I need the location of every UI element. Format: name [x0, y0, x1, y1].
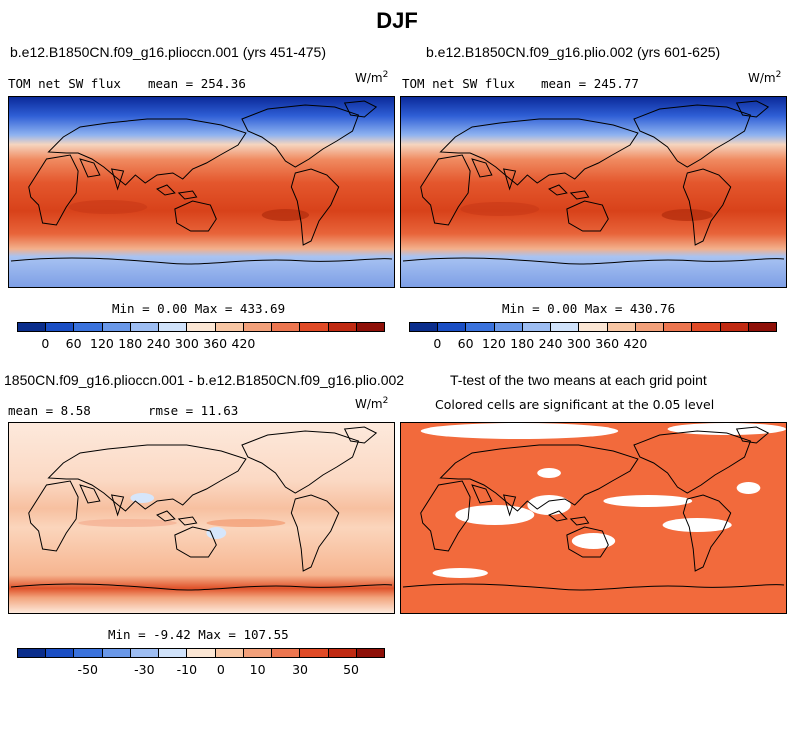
panel2-minmax: Min = 0.00 Max = 430.76 — [502, 301, 676, 316]
colorbar-swatch — [159, 323, 188, 331]
panel3-map — [8, 422, 395, 614]
colorbar-swatch — [356, 323, 385, 331]
colorbar-tick-label: 420 — [623, 336, 648, 351]
colorbar-swatch — [18, 323, 47, 331]
panel2-mean: mean = 245.77 — [541, 76, 639, 91]
colorbar-tick-label: 60 — [65, 336, 82, 351]
colorbar-tick-label: -30 — [134, 662, 155, 677]
colorbar-swatch — [748, 323, 777, 331]
colorbar-swatch — [74, 649, 103, 657]
figure-title: DJF — [376, 8, 418, 33]
colorbar-swatch — [607, 323, 636, 331]
colorbar-tick-label: 180 — [510, 336, 535, 351]
colorbar-tick-label: 240 — [146, 336, 171, 351]
panel3-units: W/m2 — [355, 396, 389, 411]
colorbar-tick-label: 300 — [566, 336, 591, 351]
colorbar-swatch — [635, 323, 665, 331]
panel3-title: 1850CN.f09_g16.plioccn.001 - b.e12.B1850… — [4, 372, 405, 388]
colorbar-tick-label: 0 — [433, 336, 442, 351]
colorbar-tick-label: 360 — [595, 336, 620, 351]
colorbar-swatch — [159, 649, 188, 657]
colorbar-tick-label: -10 — [176, 662, 198, 677]
colorbar-tick-label: 60 — [457, 336, 474, 351]
colorbar-swatch — [74, 323, 103, 331]
colorbar-swatch — [187, 649, 216, 657]
colorbar-tick-label: 10 — [249, 662, 266, 677]
colorbar-swatch — [356, 649, 385, 657]
panel2-variable-label: TOM net SW flux — [402, 76, 515, 91]
colorbar-tick-label: 0 — [41, 336, 50, 351]
colorbar-swatch — [187, 323, 216, 331]
panel4-map — [400, 422, 787, 614]
panel1-title: b.e12.B1850CN.f09_g16.plioccn.001 (yrs 4… — [10, 44, 326, 60]
panel3-mean: mean = 8.58 — [8, 403, 91, 418]
colorbar-swatch — [466, 323, 495, 331]
panel1-units: W/m2 — [355, 70, 389, 85]
colorbar-swatch — [579, 323, 608, 331]
panel2-colorbar — [409, 322, 777, 332]
panel2-units: W/m2 — [748, 70, 782, 85]
colorbar-tick-label: 300 — [174, 336, 199, 351]
panel1-minmax: Min = 0.00 Max = 433.69 — [112, 301, 286, 316]
panel3-rmse: rmse = 11.63 — [148, 403, 239, 418]
colorbar-swatch — [272, 649, 301, 657]
colorbar-tick-label: -50 — [77, 662, 98, 677]
panel1-variable-label: TOM net SW flux — [8, 76, 121, 91]
panel3-colorbar — [17, 648, 385, 658]
colorbar-swatch — [215, 649, 244, 657]
colorbar-tick-label: 0 — [216, 662, 225, 677]
panel4-subtitle: Colored cells are significant at the 0.0… — [435, 397, 715, 412]
colorbar-tick-label: 50 — [343, 662, 359, 677]
panel2-title: b.e12.B1850CN.f09_g16.plio.002 (yrs 601-… — [426, 44, 721, 60]
colorbar-swatch — [102, 649, 131, 657]
colorbar-swatch — [102, 323, 131, 331]
colorbar-swatch — [551, 323, 580, 331]
colorbar-swatch — [300, 323, 329, 331]
colorbar-swatch — [410, 323, 439, 331]
panel4-title: T-test of the two means at each grid poi… — [450, 372, 707, 388]
panel2-map — [400, 96, 787, 288]
colorbar-swatch — [243, 323, 273, 331]
colorbar-swatch — [272, 323, 301, 331]
colorbar-swatch — [46, 649, 75, 657]
colorbar-tick-label: 360 — [203, 336, 228, 351]
colorbar-tick-label: 240 — [538, 336, 563, 351]
panel1-mean: mean = 254.36 — [148, 76, 246, 91]
colorbar-swatch — [438, 323, 467, 331]
colorbar-swatch — [243, 649, 273, 657]
panel1-map — [8, 96, 395, 288]
colorbar-swatch — [215, 323, 244, 331]
colorbar-tick-label: 120 — [481, 336, 506, 351]
colorbar-swatch — [130, 323, 160, 331]
colorbar-swatch — [522, 323, 552, 331]
colorbar-tick-label: 30 — [292, 662, 309, 677]
colorbar-swatch — [328, 649, 357, 657]
colorbar-swatch — [692, 323, 721, 331]
colorbar-swatch — [664, 323, 693, 331]
colorbar-swatch — [720, 323, 749, 331]
colorbar-swatch — [328, 323, 357, 331]
colorbar-tick-label: 180 — [118, 336, 143, 351]
colorbar-tick-label: 120 — [89, 336, 114, 351]
panel3-minmax: Min = -9.42 Max = 107.55 — [108, 627, 289, 642]
colorbar-swatch — [130, 649, 160, 657]
panel1-colorbar — [17, 322, 385, 332]
colorbar-swatch — [18, 649, 47, 657]
colorbar-swatch — [494, 323, 523, 331]
colorbar-tick-label: 420 — [231, 336, 256, 351]
colorbar-swatch — [300, 649, 329, 657]
colorbar-swatch — [46, 323, 75, 331]
